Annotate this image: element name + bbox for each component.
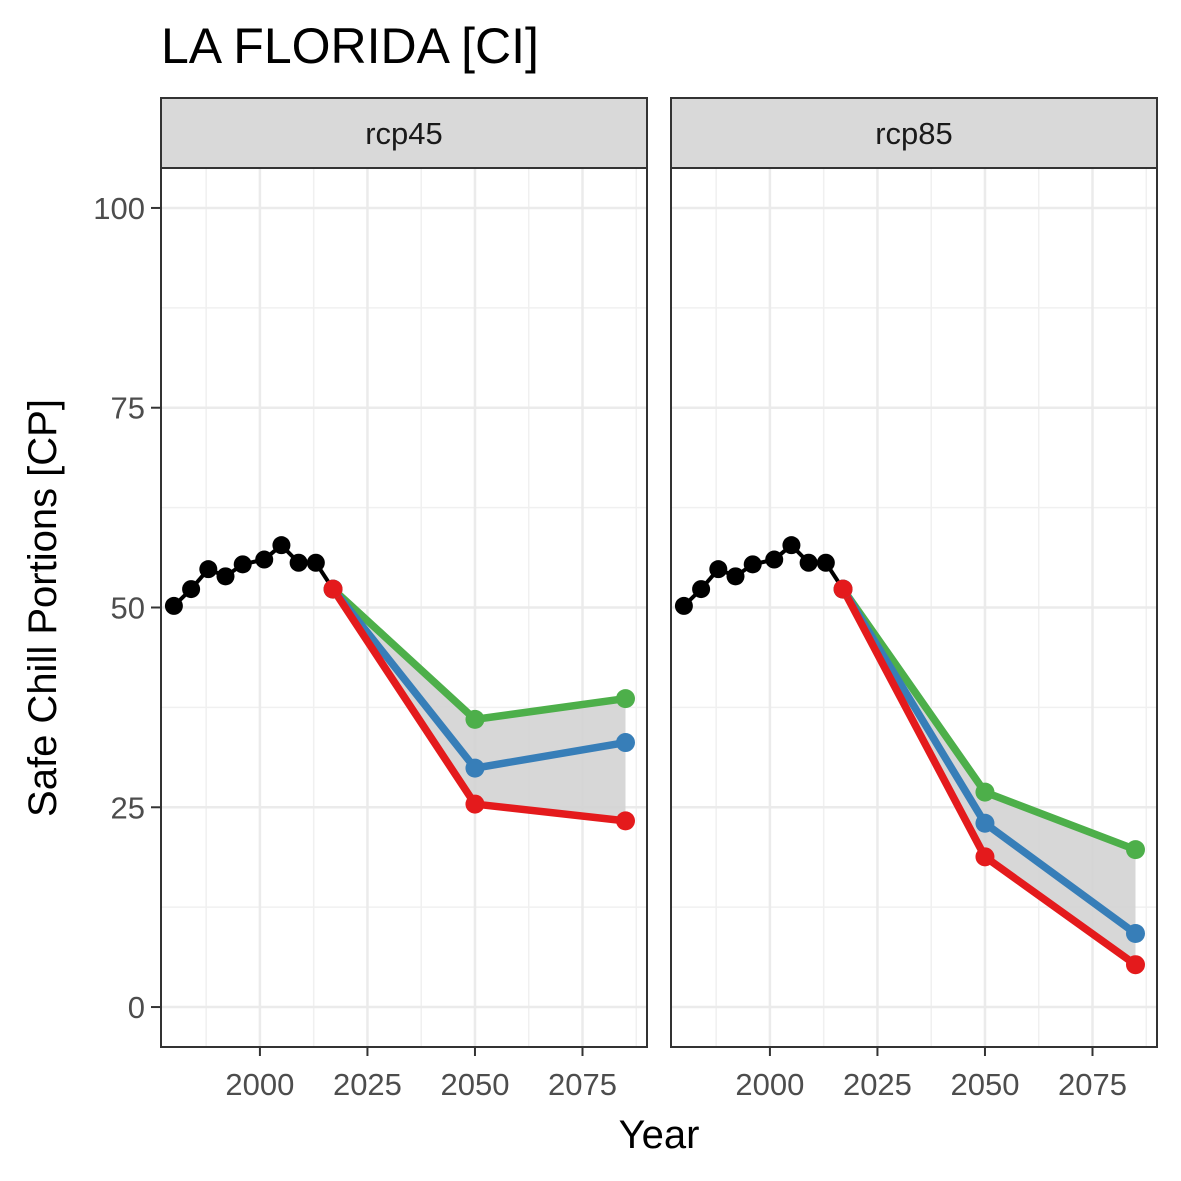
- historic-data-point: [272, 536, 291, 555]
- green-data-point: [465, 709, 485, 729]
- red-data-point: [1125, 955, 1145, 975]
- blue-data-point: [465, 758, 485, 778]
- x-tick-label: 2025: [843, 1067, 912, 1102]
- red-data-point: [465, 794, 485, 814]
- x-tick-label: 2075: [1058, 1067, 1127, 1102]
- red-data-point: [975, 847, 995, 867]
- historic-data-point: [306, 553, 325, 572]
- historic-data-point: [765, 550, 784, 569]
- y-tick-label: 100: [93, 191, 145, 226]
- chart-title: LA FLORIDA [CI]: [161, 18, 539, 74]
- x-tick-label: 2050: [950, 1067, 1019, 1102]
- historic-data-point: [799, 553, 818, 572]
- y-tick-label: 25: [111, 790, 145, 825]
- blue-data-point: [975, 813, 995, 833]
- red-data-point: [833, 579, 853, 599]
- historic-data-point: [199, 560, 218, 579]
- facet-strip: [670, 97, 1158, 169]
- historic-data-point: [674, 596, 693, 615]
- range-band: [843, 589, 1136, 965]
- y-tick-label: 0: [128, 990, 145, 1025]
- x-tick-label: 2025: [333, 1067, 402, 1102]
- historic-data-point: [709, 560, 728, 579]
- x-tick-label: 2075: [548, 1067, 617, 1102]
- y-tick-label: 50: [111, 591, 145, 626]
- historic-data-point: [216, 567, 235, 586]
- historic-data-point: [743, 555, 762, 574]
- historic-data-point: [182, 580, 201, 599]
- red-data-point: [615, 811, 635, 831]
- x-tick-label: 2000: [735, 1067, 804, 1102]
- x-axis-title: Year: [619, 1113, 700, 1157]
- facet-panel-rcp45: rcp45 2000 2025 2050 2075: [160, 97, 648, 1102]
- historic-data-point: [726, 567, 745, 586]
- blue-data-point: [615, 733, 635, 753]
- green-data-point: [615, 689, 635, 709]
- range-band: [333, 589, 626, 821]
- facet-strip-label: rcp85: [875, 116, 953, 151]
- gridlines: [671, 168, 1157, 1047]
- facet-strip: [160, 97, 648, 169]
- historic-data-point: [782, 536, 801, 555]
- y-tick-label: 75: [111, 391, 145, 426]
- green-data-point: [975, 782, 995, 802]
- blue-data-point: [1125, 924, 1145, 944]
- red-data-point: [323, 579, 343, 599]
- y-axis-title: Safe Chill Portions [CP]: [21, 399, 65, 817]
- x-tick-label: 2000: [225, 1067, 294, 1102]
- facet-strip-label: rcp45: [365, 116, 443, 151]
- historic-data-point: [255, 550, 274, 569]
- historic-data-point: [233, 555, 252, 574]
- facet-panel-rcp85: rcp85 2000 2025 2050 2075: [670, 97, 1158, 1102]
- facet-panels: rcp45 2000 2025 2050 2075 rcp85 2000 2025 2050 20…: [160, 97, 1158, 1102]
- x-tick-label: 2050: [440, 1067, 509, 1102]
- historic-data-point: [816, 553, 835, 572]
- historic-data-point: [164, 596, 183, 615]
- y-axis: 0 25 50 75 100: [93, 191, 161, 1025]
- green-data-point: [1125, 840, 1145, 860]
- gridlines: [161, 168, 647, 1047]
- historic-data-point: [692, 580, 711, 599]
- historic-data-point: [289, 553, 308, 572]
- panel-border: [670, 167, 1158, 1048]
